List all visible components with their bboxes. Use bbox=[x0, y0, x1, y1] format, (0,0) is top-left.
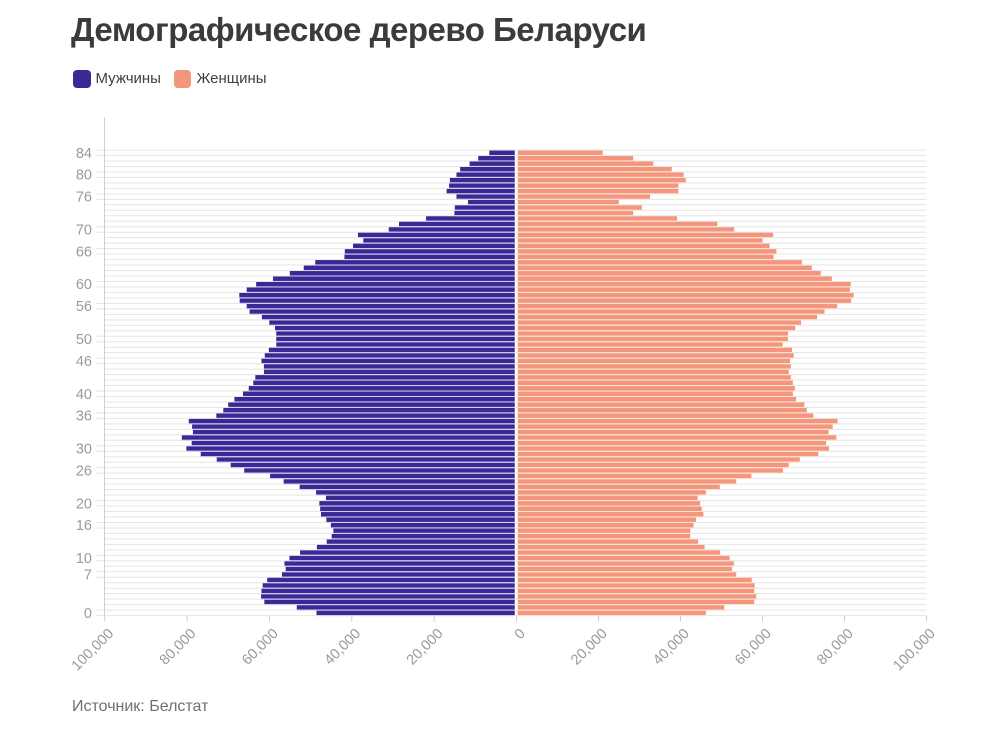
svg-text:46: 46 bbox=[76, 354, 92, 370]
svg-text:60,000: 60,000 bbox=[239, 626, 282, 669]
svg-text:60,000: 60,000 bbox=[732, 626, 775, 669]
svg-text:76: 76 bbox=[76, 190, 92, 206]
svg-text:84: 84 bbox=[76, 146, 92, 162]
svg-text:26: 26 bbox=[76, 463, 92, 479]
svg-text:20: 20 bbox=[76, 496, 92, 512]
svg-text:10: 10 bbox=[76, 551, 92, 567]
svg-text:50: 50 bbox=[76, 332, 92, 348]
svg-text:66: 66 bbox=[76, 244, 92, 260]
svg-text:60: 60 bbox=[76, 277, 92, 293]
svg-text:80,000: 80,000 bbox=[157, 626, 200, 669]
svg-text:20,000: 20,000 bbox=[404, 626, 447, 669]
svg-text:56: 56 bbox=[76, 299, 92, 315]
svg-text:7: 7 bbox=[84, 568, 92, 584]
svg-text:0: 0 bbox=[84, 606, 92, 622]
svg-text:100,000: 100,000 bbox=[69, 626, 117, 674]
svg-text:80,000: 80,000 bbox=[814, 626, 857, 669]
svg-text:70: 70 bbox=[76, 222, 92, 238]
svg-text:30: 30 bbox=[76, 442, 92, 458]
svg-text:36: 36 bbox=[76, 409, 92, 425]
svg-text:0: 0 bbox=[512, 626, 529, 643]
svg-text:16: 16 bbox=[76, 518, 92, 534]
svg-text:40,000: 40,000 bbox=[650, 626, 693, 669]
svg-text:100,000: 100,000 bbox=[890, 626, 938, 674]
svg-text:40,000: 40,000 bbox=[321, 626, 364, 669]
svg-text:40: 40 bbox=[76, 387, 92, 403]
svg-text:20,000: 20,000 bbox=[568, 626, 611, 669]
svg-text:80: 80 bbox=[76, 168, 92, 184]
